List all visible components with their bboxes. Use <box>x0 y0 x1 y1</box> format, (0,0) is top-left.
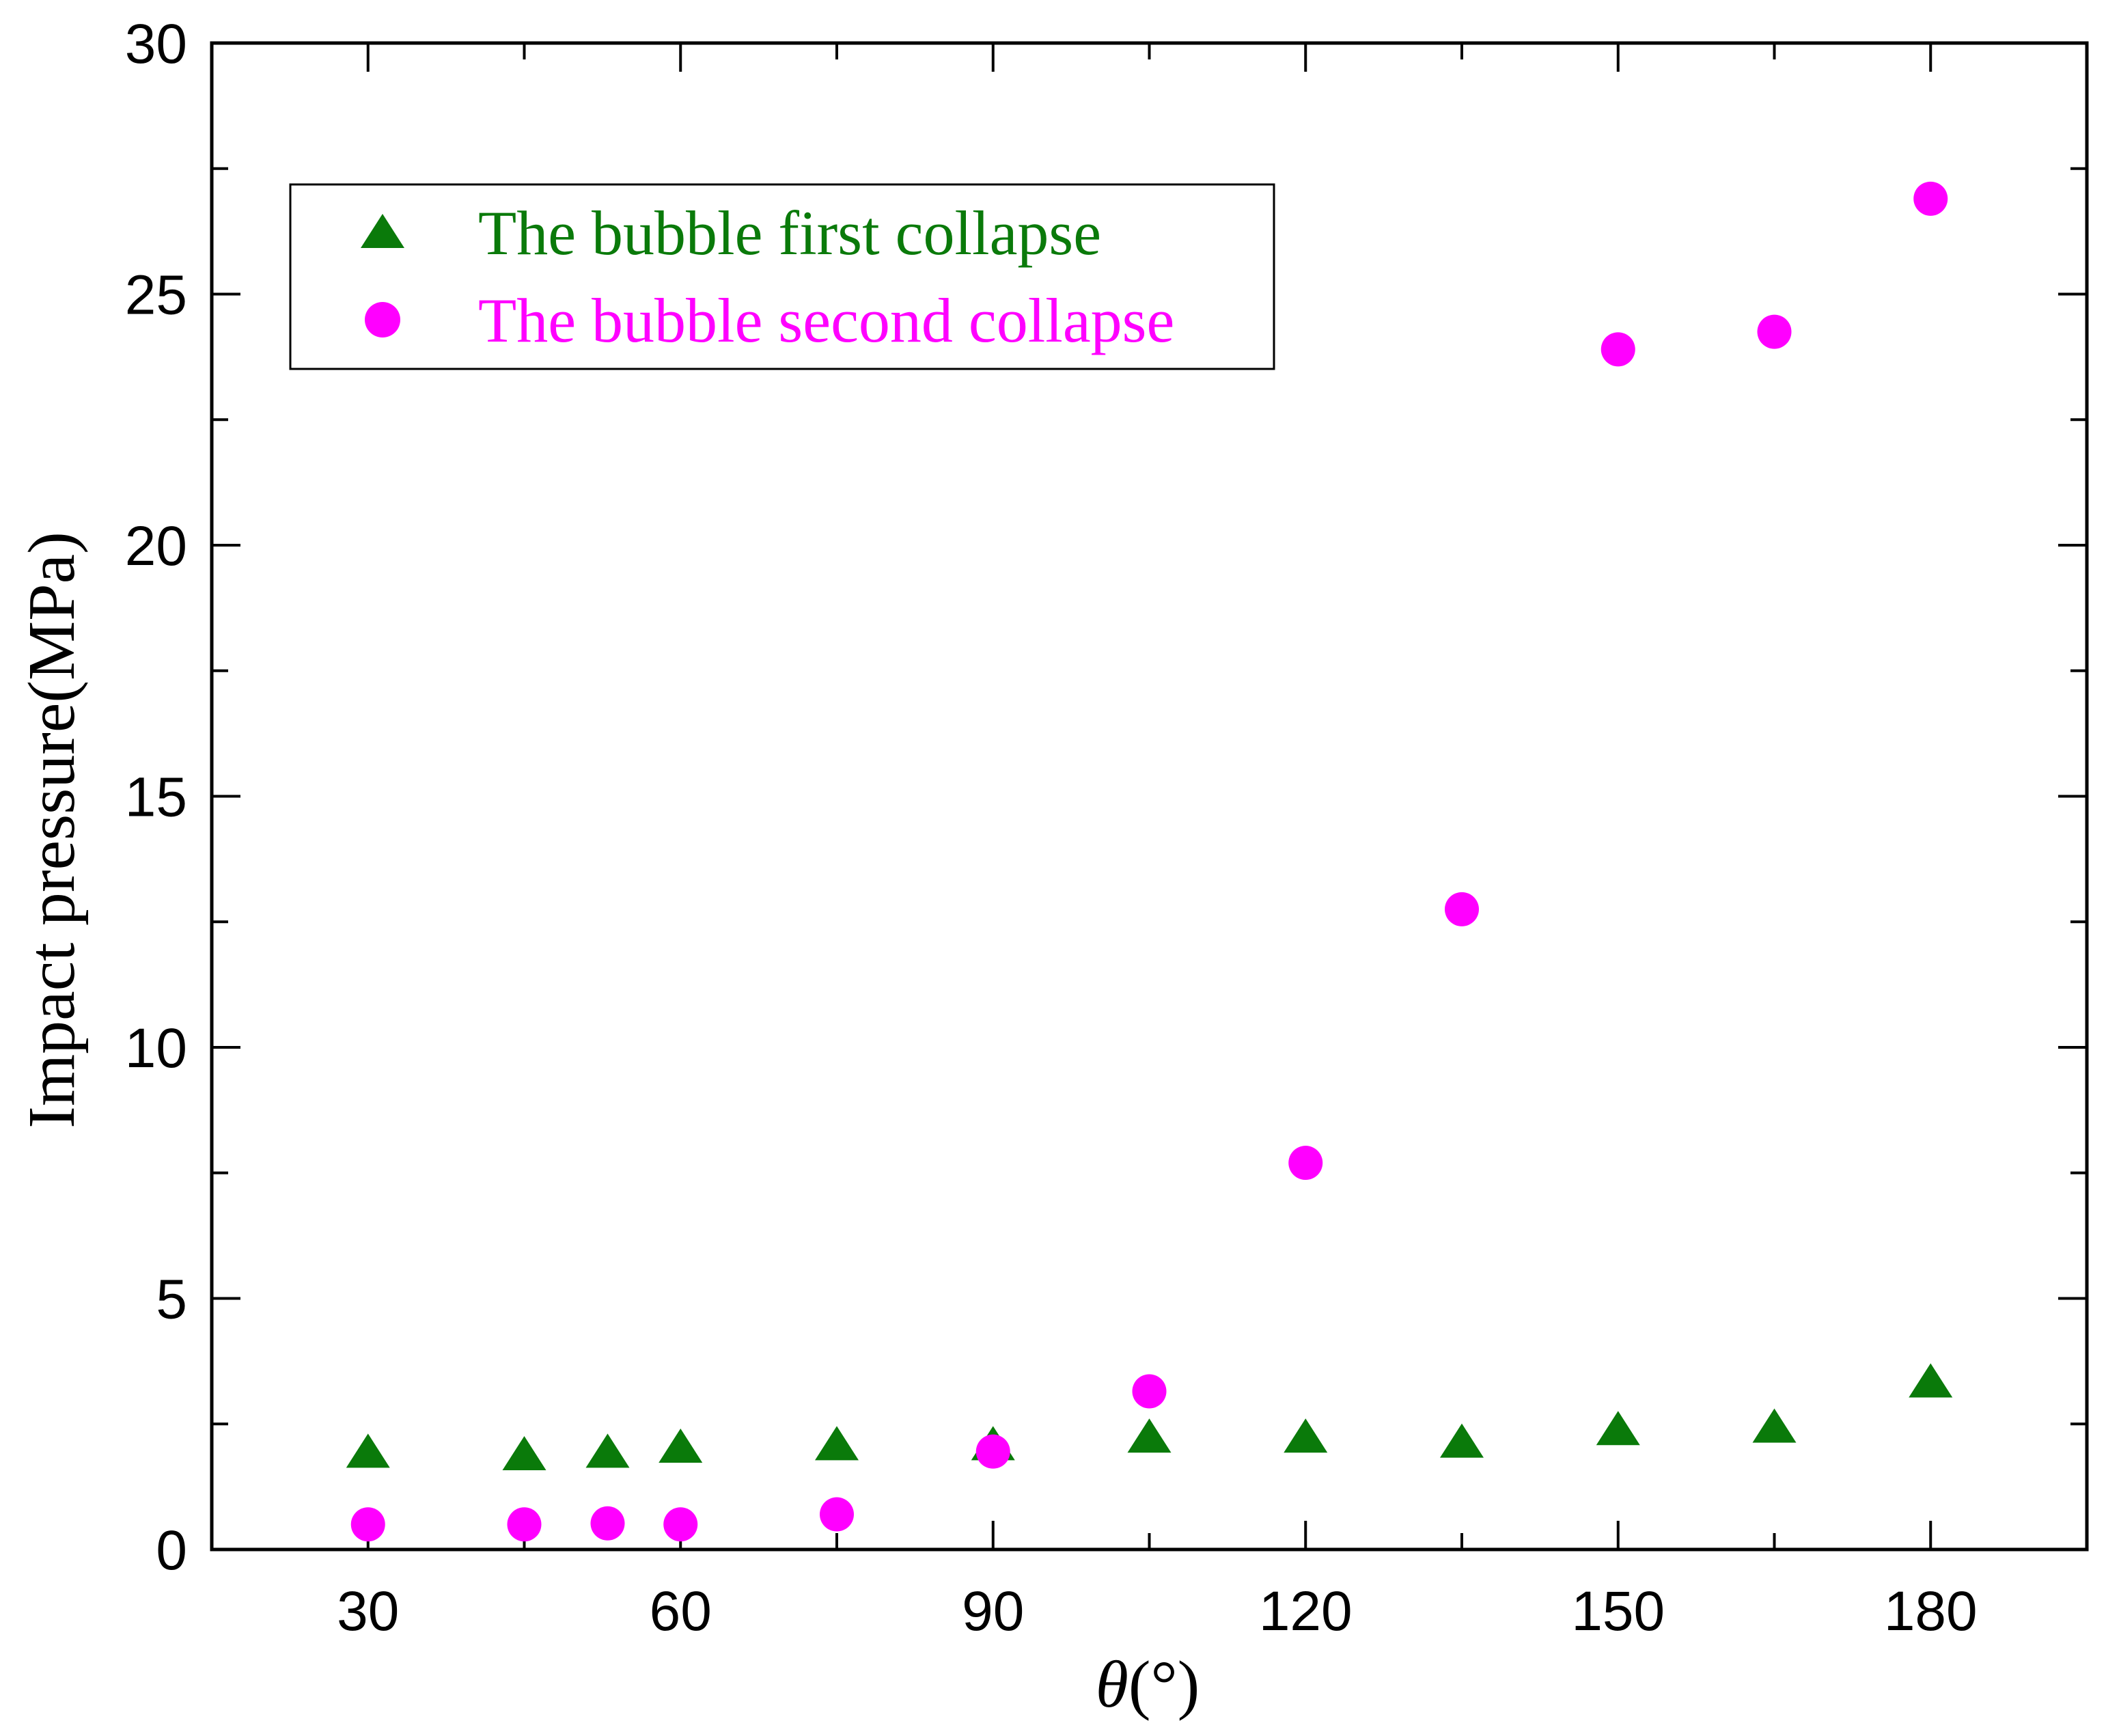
first-collapse-point <box>502 1436 546 1471</box>
second-collapse-point <box>663 1507 698 1542</box>
second-collapse-point <box>350 1507 385 1542</box>
first-collapse-point <box>1752 1408 1797 1443</box>
second-collapse-point <box>1288 1146 1323 1181</box>
legend-label-second-collapse: The bubble second collapse <box>478 286 1174 355</box>
x-axis-title-unit: (°) <box>1128 1648 1200 1722</box>
first-collapse-point <box>1440 1423 1484 1458</box>
legend: The bubble first collapse The bubble sec… <box>289 183 1275 370</box>
first-collapse-point <box>659 1429 703 1463</box>
x-tick-label: 60 <box>650 1580 712 1642</box>
x-tick-label: 90 <box>962 1580 1024 1642</box>
second-collapse-point <box>590 1506 625 1541</box>
x-tick-label: 150 <box>1571 1580 1665 1642</box>
legend-box <box>289 183 1275 370</box>
second-collapse-point <box>975 1434 1010 1469</box>
y-tick-label: 20 <box>125 515 187 577</box>
y-tick-label: 0 <box>156 1519 187 1582</box>
second-collapse-point <box>507 1507 542 1542</box>
second-collapse-point <box>1757 314 1792 349</box>
x-axis-title: θ(°) <box>1096 1648 1200 1722</box>
x-tick-label: 120 <box>1259 1580 1353 1642</box>
first-collapse-point <box>1284 1418 1328 1453</box>
first-collapse-point <box>585 1433 630 1468</box>
first-collapse-point <box>346 1433 390 1468</box>
x-tick-label: 30 <box>337 1580 399 1642</box>
legend-label-first-collapse: The bubble first collapse <box>478 198 1101 268</box>
second-collapse-point <box>820 1497 854 1532</box>
second-collapse-point <box>1601 332 1635 367</box>
y-tick-label: 5 <box>156 1269 187 1331</box>
second-collapse-point <box>1445 892 1479 926</box>
legend-marker-first-collapse <box>361 214 404 248</box>
data-marks <box>346 181 1953 1542</box>
second-collapse-point <box>1132 1374 1167 1409</box>
x-tick-label: 180 <box>1884 1580 1978 1642</box>
first-collapse-point <box>1596 1411 1640 1446</box>
first-collapse-point <box>815 1426 859 1461</box>
y-tick-label: 25 <box>125 264 187 327</box>
first-collapse-point <box>1127 1418 1172 1453</box>
y-tick-label: 10 <box>125 1017 187 1079</box>
second-collapse-point <box>1913 181 1948 216</box>
y-tick-label: 30 <box>125 13 187 75</box>
legend-marker-second-collapse <box>365 302 400 337</box>
axes: 0 5 10 15 20 25 30 30 60 90 120 150 180 <box>125 13 2089 1642</box>
y-axis-title: Impact pressure(MPa) <box>15 532 89 1129</box>
y-tick-label: 15 <box>125 767 187 829</box>
x-axis-title-symbol: θ <box>1096 1648 1128 1722</box>
first-collapse-point <box>1909 1363 1953 1398</box>
